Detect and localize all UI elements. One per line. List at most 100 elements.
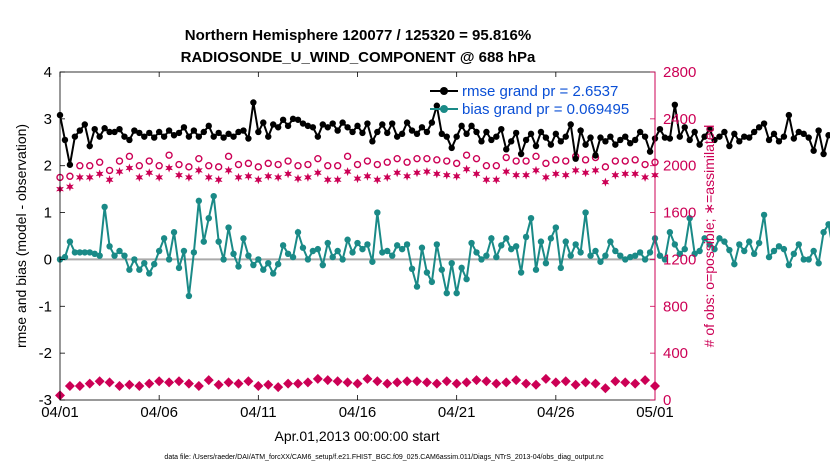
possible-obs-marker xyxy=(185,163,193,171)
rmse-point xyxy=(359,129,366,137)
obs-bottom-marker xyxy=(580,377,591,388)
rmse-point xyxy=(200,128,207,136)
assimilated-obs-marker xyxy=(512,170,521,180)
obs-bottom-marker xyxy=(104,377,115,388)
rmse-point xyxy=(334,127,341,134)
x-tick-label: 04/01 xyxy=(41,404,79,421)
rmse-point xyxy=(473,128,480,136)
rmse-point xyxy=(478,138,485,145)
rmse-point xyxy=(185,133,193,140)
rmse-point xyxy=(631,136,639,144)
rmse-point xyxy=(517,150,525,158)
rmse-point xyxy=(805,134,812,141)
rmse-point xyxy=(215,129,222,137)
assimilated-obs-marker xyxy=(85,172,94,182)
obs-bottom-marker xyxy=(124,379,135,390)
y-left-tick-label: 3 xyxy=(44,111,52,128)
bias-point xyxy=(195,197,203,205)
assimilated-obs-marker xyxy=(631,169,640,179)
rmse-point xyxy=(567,121,574,128)
rmse-point xyxy=(230,133,237,140)
rmse-point xyxy=(160,133,168,140)
rmse-point xyxy=(562,133,569,140)
rmse-point xyxy=(299,120,307,127)
rmse-point xyxy=(746,134,753,141)
legend-bias-marker xyxy=(440,105,448,113)
rmse-point xyxy=(453,133,460,140)
rmse-point xyxy=(240,127,247,134)
y-left-tick-label: 0 xyxy=(44,251,52,268)
bias-point xyxy=(597,258,604,265)
possible-obs-marker xyxy=(66,172,74,180)
possible-obs-marker xyxy=(234,160,243,169)
bias-point xyxy=(636,249,644,256)
bias-point xyxy=(557,264,564,272)
bias-point xyxy=(359,245,366,253)
y-right-tick-label: 800 xyxy=(663,298,688,315)
bias-point xyxy=(225,224,232,231)
rmse-point xyxy=(71,133,79,140)
bias-point xyxy=(488,235,495,242)
bias-point xyxy=(567,252,574,259)
bias-point xyxy=(136,266,143,273)
x-axis-label: Apr.01,2013 00:00:00 start xyxy=(274,428,439,444)
y-right-tick-label: 2400 xyxy=(663,111,696,128)
rmse-point xyxy=(170,132,178,139)
assimilated-obs-marker xyxy=(383,172,392,182)
bias-point xyxy=(711,245,718,253)
bias-point xyxy=(731,260,738,268)
x-tick-label: 04/16 xyxy=(339,404,377,421)
bias-point xyxy=(810,247,817,255)
rmse-point xyxy=(265,133,272,140)
bias-point xyxy=(815,259,822,267)
rmse-point xyxy=(81,121,88,128)
bias-point xyxy=(235,263,242,270)
obs-bottom-marker xyxy=(521,378,532,389)
obs-bottom-marker xyxy=(253,380,264,391)
bias-point xyxy=(215,238,222,245)
rmse-point xyxy=(379,121,386,128)
y-right-tick-label: 2000 xyxy=(663,158,696,175)
bias-point xyxy=(379,249,386,256)
obs-bottom-marker xyxy=(193,380,204,391)
rmse-point xyxy=(195,133,203,140)
rmse-point xyxy=(775,138,783,145)
obs-bottom-marker xyxy=(273,382,284,393)
possible-obs-marker xyxy=(353,160,362,169)
x-tick-label: 05/01 xyxy=(636,404,674,421)
bias-point xyxy=(175,264,183,272)
possible-obs-marker xyxy=(274,160,282,169)
bias-point xyxy=(146,270,153,277)
bias-point xyxy=(468,239,475,247)
obs-bottom-marker xyxy=(64,380,75,391)
possible-obs-marker xyxy=(462,151,471,159)
assimilated-obs-marker xyxy=(155,172,164,182)
assimilated-obs-marker xyxy=(75,172,84,182)
obs-bottom-marker xyxy=(322,375,333,386)
rmse-point xyxy=(126,136,133,144)
rmse-point xyxy=(225,130,232,138)
rmse-point xyxy=(483,128,490,136)
bias-point xyxy=(443,289,450,297)
rmse-point xyxy=(646,148,654,155)
series-layer xyxy=(55,99,830,401)
possible-obs-marker xyxy=(95,158,104,166)
possible-obs-marker xyxy=(413,154,421,163)
assimilated-obs-marker xyxy=(304,172,312,182)
bias-point xyxy=(622,256,629,263)
possible-obs-marker xyxy=(423,154,431,163)
obs-bottom-marker xyxy=(392,377,403,388)
rmse-point xyxy=(131,127,138,134)
rmse-point xyxy=(607,133,614,140)
bias-point xyxy=(304,256,312,263)
obs-bottom-marker xyxy=(362,373,373,384)
obs-bottom-marker xyxy=(302,377,313,388)
assimilated-obs-marker xyxy=(313,168,322,178)
bias-point xyxy=(602,252,609,259)
bias-point xyxy=(329,253,336,261)
bias-point xyxy=(170,229,178,236)
possible-obs-marker xyxy=(125,152,134,161)
bias-point xyxy=(448,259,455,267)
assimilated-obs-marker xyxy=(145,168,154,178)
